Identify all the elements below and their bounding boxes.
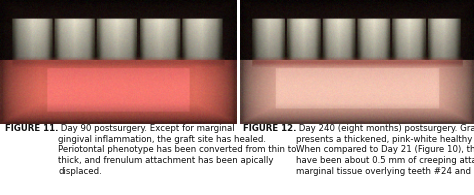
Text: FIGURE 12.: FIGURE 12. xyxy=(243,124,296,133)
Text: FIGURE 11.: FIGURE 11. xyxy=(5,124,58,133)
Text: Day 240 (eight months) postsurgery. Graft
presents a thickened, pink-white healt: Day 240 (eight months) postsurgery. Graf… xyxy=(296,124,474,176)
Text: Day 90 postsurgery. Except for marginal
gingival inflammation, the graft site ha: Day 90 postsurgery. Except for marginal … xyxy=(58,124,297,176)
